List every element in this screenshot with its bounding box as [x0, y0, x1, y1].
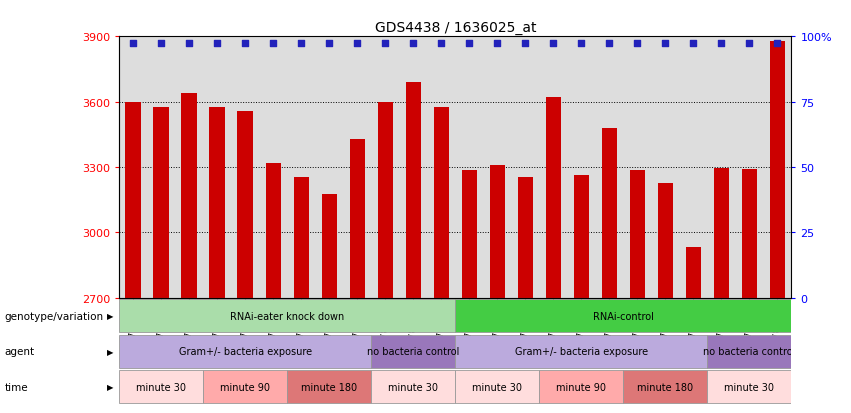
- Point: [210, 40, 224, 47]
- Bar: [686, 247, 701, 298]
- Point: [518, 40, 532, 47]
- Bar: [153, 108, 168, 298]
- Point: [771, 40, 785, 47]
- Text: minute 180: minute 180: [301, 382, 357, 392]
- Point: [407, 40, 420, 47]
- Point: [462, 40, 476, 47]
- Bar: [630, 171, 645, 298]
- Bar: [371, 370, 455, 404]
- Bar: [294, 177, 309, 298]
- Bar: [602, 128, 617, 298]
- Bar: [237, 112, 253, 298]
- Bar: [350, 139, 365, 298]
- Bar: [406, 83, 421, 298]
- Bar: [455, 370, 540, 404]
- Text: minute 30: minute 30: [472, 382, 523, 392]
- Text: time: time: [4, 382, 28, 392]
- Text: minute 90: minute 90: [557, 382, 607, 392]
- Text: minute 180: minute 180: [637, 382, 694, 392]
- Point: [351, 40, 364, 47]
- Point: [687, 40, 700, 47]
- Bar: [769, 42, 785, 298]
- Bar: [742, 170, 757, 298]
- Point: [182, 40, 196, 47]
- Bar: [455, 335, 707, 368]
- Bar: [461, 171, 477, 298]
- Bar: [433, 108, 449, 298]
- Bar: [707, 370, 791, 404]
- Point: [435, 40, 448, 47]
- Bar: [545, 98, 561, 298]
- Text: ▶: ▶: [106, 382, 113, 392]
- Text: minute 90: minute 90: [220, 382, 271, 392]
- Text: minute 30: minute 30: [388, 382, 438, 392]
- Point: [238, 40, 252, 47]
- Bar: [574, 175, 589, 298]
- Point: [490, 40, 504, 47]
- Bar: [455, 299, 791, 332]
- Point: [631, 40, 644, 47]
- Point: [546, 40, 560, 47]
- Text: ▶: ▶: [106, 311, 113, 320]
- Point: [323, 40, 336, 47]
- Bar: [714, 169, 729, 298]
- Text: RNAi-control: RNAi-control: [593, 311, 654, 321]
- Text: minute 30: minute 30: [136, 382, 186, 392]
- Point: [126, 40, 140, 47]
- Text: no bacteria control: no bacteria control: [703, 347, 796, 356]
- Text: Gram+/- bacteria exposure: Gram+/- bacteria exposure: [515, 347, 648, 356]
- Bar: [119, 299, 455, 332]
- Point: [154, 40, 168, 47]
- Bar: [266, 163, 281, 298]
- Bar: [623, 370, 707, 404]
- Text: minute 30: minute 30: [724, 382, 774, 392]
- Title: GDS4438 / 1636025_at: GDS4438 / 1636025_at: [374, 21, 536, 35]
- Bar: [658, 184, 673, 298]
- Point: [743, 40, 757, 47]
- Point: [574, 40, 588, 47]
- Bar: [288, 370, 371, 404]
- Point: [379, 40, 392, 47]
- Bar: [707, 335, 791, 368]
- Bar: [517, 177, 533, 298]
- Point: [266, 40, 280, 47]
- Point: [715, 40, 728, 47]
- Point: [294, 40, 308, 47]
- Bar: [371, 335, 455, 368]
- Bar: [119, 370, 203, 404]
- Point: [659, 40, 672, 47]
- Bar: [209, 108, 225, 298]
- Text: Gram+/- bacteria exposure: Gram+/- bacteria exposure: [179, 347, 311, 356]
- Text: agent: agent: [4, 347, 34, 356]
- Text: genotype/variation: genotype/variation: [4, 311, 103, 321]
- Bar: [181, 94, 197, 298]
- Bar: [203, 370, 288, 404]
- Bar: [540, 370, 623, 404]
- Text: no bacteria control: no bacteria control: [367, 347, 460, 356]
- Text: ▶: ▶: [106, 347, 113, 356]
- Bar: [125, 102, 141, 298]
- Bar: [378, 102, 393, 298]
- Bar: [119, 335, 371, 368]
- Bar: [489, 166, 505, 298]
- Text: RNAi-eater knock down: RNAi-eater knock down: [230, 311, 345, 321]
- Bar: [322, 195, 337, 298]
- Point: [603, 40, 616, 47]
